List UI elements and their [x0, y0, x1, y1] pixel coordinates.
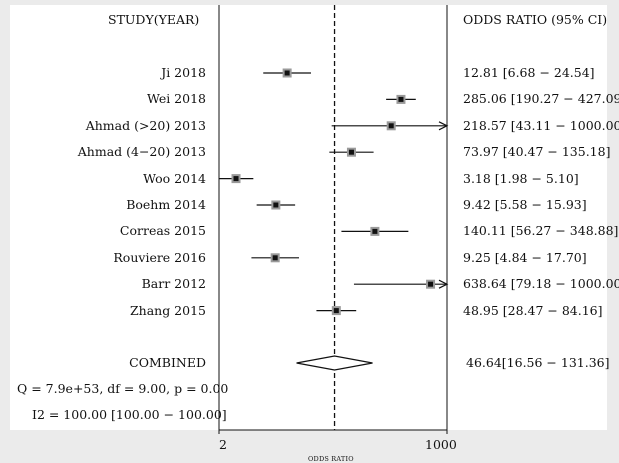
study-label: Woo 2014 [143, 172, 206, 186]
study-label: Wei 2018 [147, 92, 206, 106]
combined-label: COMBINED [129, 356, 206, 370]
heterogeneity-q: Q = 7.9e+53, df = 9.00, p = 0.00 [17, 381, 228, 396]
study-label: Correas 2015 [120, 224, 206, 238]
point-estimate [428, 282, 433, 287]
odds-ratio-text: 218.57 [43.11 − 1000.00] [463, 119, 619, 133]
forest-marks [219, 5, 447, 434]
combined-or-text: 46.64[16.56 − 131.36] [466, 356, 609, 370]
odds-ratio-text: 9.25 [4.84 − 17.70] [463, 251, 587, 265]
study-label: Ahmad (>20) 2013 [86, 119, 206, 133]
point-estimate [273, 255, 278, 260]
x-tick-label: 1000 [425, 437, 457, 452]
study-label: Boehm 2014 [126, 198, 206, 212]
point-estimate [372, 229, 377, 234]
combined-diamond [297, 356, 373, 370]
odds-ratio-text: 12.81 [6.68 − 24.54] [463, 66, 595, 80]
x-tick-label: 2 [219, 437, 227, 452]
point-estimate [334, 308, 339, 313]
odds-ratio-text: 48.95 [28.47 − 84.16] [463, 304, 603, 318]
odds-ratio-text: 9.42 [5.58 − 15.93] [463, 198, 587, 212]
study-label: Ahmad (4−20) 2013 [78, 145, 206, 159]
header-odds-ratio: ODDS RATIO (95% CI) [463, 12, 607, 27]
header-study: STUDY(YEAR) [108, 12, 199, 27]
odds-ratio-text: 140.11 [56.27 − 348.88] [463, 224, 618, 238]
study-label: Rouviere 2016 [113, 251, 206, 265]
odds-ratio-text: 638.64 [79.18 − 1000.00] [463, 277, 619, 291]
odds-ratio-text: 73.97 [40.47 − 135.18] [463, 145, 610, 159]
point-estimate [273, 203, 278, 208]
study-label: Ji 2018 [161, 66, 206, 80]
odds-ratio-text: 3.18 [1.98 − 5.10] [463, 172, 579, 186]
point-estimate [389, 123, 394, 128]
odds-ratio-text: 285.06 [190.27 − 427.09] [463, 92, 619, 106]
point-estimate [285, 71, 290, 76]
heterogeneity-i2: I2 = 100.00 [100.00 − 100.00] [32, 407, 227, 422]
point-estimate [234, 176, 239, 181]
point-estimate [398, 97, 403, 102]
study-label: Zhang 2015 [130, 304, 206, 318]
x-axis-label: ODDS RATIO [308, 455, 354, 463]
study-label: Barr 2012 [142, 277, 206, 291]
point-estimate [349, 150, 354, 155]
